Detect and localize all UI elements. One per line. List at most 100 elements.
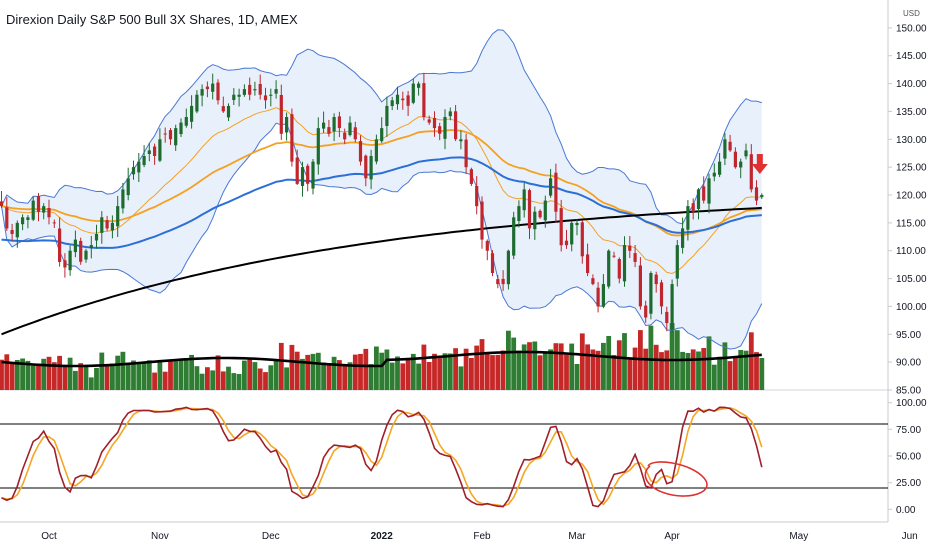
time-tick-label: Nov (151, 531, 169, 542)
volume-bar (611, 355, 617, 390)
volume-bar (67, 357, 73, 390)
volume-bar (395, 356, 400, 390)
candle-body (575, 222, 579, 226)
volume-bar (99, 352, 105, 390)
volume-bar (537, 355, 543, 390)
volume-bar (51, 362, 57, 390)
candle-body (374, 139, 378, 162)
candle-body (274, 89, 278, 94)
candle-body (358, 141, 363, 162)
volume-bar (416, 363, 421, 390)
volume-bar (315, 352, 321, 390)
volume-bar (94, 367, 99, 390)
volume-bar (632, 347, 638, 390)
volume-bar (500, 350, 506, 390)
candle-body (269, 94, 273, 96)
candle-body (242, 89, 246, 95)
volume-bar (384, 349, 390, 390)
volume-bar (690, 349, 696, 390)
candle-body (10, 230, 14, 234)
volume-bar (104, 365, 110, 390)
candle-body (47, 208, 51, 218)
candle-body (211, 83, 215, 92)
candle-body (174, 128, 178, 146)
volume-bar (25, 360, 31, 390)
volume-bar (199, 373, 205, 390)
candle-body (131, 167, 136, 175)
volume-bar (754, 352, 759, 390)
price-tick-label: 115.00 (896, 218, 926, 229)
candle-body (21, 217, 25, 225)
candle-body (168, 130, 173, 140)
volume-bar (284, 367, 289, 390)
volume-bar (210, 370, 216, 390)
candle-body (438, 126, 442, 134)
candle-body (448, 111, 452, 117)
candle-body (353, 127, 357, 140)
volume-bar (146, 360, 152, 390)
time-tick-label: Apr (664, 531, 680, 542)
volume-bar (711, 364, 717, 390)
volume-bar (326, 363, 332, 390)
candles-layer (0, 72, 764, 333)
stochastic-k-line (1, 406, 763, 508)
volume-bar (189, 354, 194, 390)
volume-bar (183, 358, 189, 390)
candle-body (36, 196, 41, 212)
candle-body (15, 222, 19, 238)
price-tick-label: 120.00 (896, 191, 927, 202)
volume-bar (511, 337, 517, 390)
volume-bar (495, 354, 501, 390)
stochastic-tick-label: 75.00 (896, 425, 921, 436)
candle-body (644, 305, 648, 318)
volume-bar (236, 374, 242, 390)
volume-bar (352, 354, 358, 390)
candle-body (760, 195, 764, 197)
candle-body (31, 200, 35, 220)
volume-bar (125, 364, 131, 390)
volume-bar (664, 350, 670, 390)
time-tick-label: Dec (262, 531, 280, 542)
volume-bar (379, 352, 385, 390)
volume-bar (532, 341, 538, 390)
volume-bar (474, 345, 480, 390)
volume-bar (616, 340, 622, 390)
candle-body (79, 240, 83, 262)
candle-body (538, 210, 542, 218)
volume-bar (88, 377, 94, 390)
candle-body (84, 250, 88, 260)
time-tick-label: Oct (41, 531, 57, 542)
volume-bar (57, 355, 62, 390)
price-tick-label: 85.00 (896, 386, 921, 397)
candle-body (137, 161, 141, 173)
candle-body (533, 211, 537, 230)
volume-bar (374, 346, 379, 390)
volume-bar (46, 356, 52, 390)
time-tick-label: May (789, 531, 808, 542)
candle-body (89, 245, 93, 248)
candle-body (179, 122, 183, 135)
volume-bar (479, 339, 485, 390)
price-tick-label: 130.00 (896, 135, 927, 146)
candle-body (591, 278, 595, 285)
volume-bar (648, 325, 654, 390)
time-tick-label: Jun (902, 531, 918, 542)
candle-body (63, 260, 67, 268)
candle-body (306, 165, 310, 184)
volume-bar (194, 366, 200, 390)
candle-body (702, 186, 706, 201)
candle-body (617, 259, 621, 279)
candle-body (253, 89, 257, 91)
volume-bar (410, 353, 416, 390)
volume-bar (426, 362, 432, 390)
price-tick-label: 110.00 (896, 246, 926, 257)
volume-bar (548, 349, 553, 390)
volume-bar (220, 371, 226, 390)
candle-body (601, 284, 605, 307)
volume-bar (257, 368, 263, 390)
candle-body (654, 274, 658, 285)
candle-body (496, 279, 500, 285)
volume-bar (458, 366, 464, 390)
stochastic-panel (0, 406, 888, 508)
candle-body (638, 265, 642, 307)
